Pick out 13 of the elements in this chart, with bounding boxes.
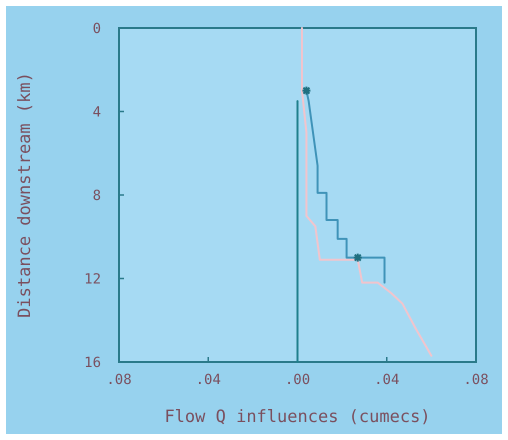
- x-tick-label: .04: [196, 372, 221, 388]
- y-tick-label: 12: [84, 271, 101, 288]
- x-tick-label: .04: [374, 372, 400, 388]
- x-tick-label: .08: [463, 372, 489, 388]
- y-tick-label: 0: [92, 20, 101, 37]
- x-tick-label: .00: [284, 372, 310, 388]
- x-tick-label: .08: [106, 372, 132, 388]
- line-series: [300, 27, 432, 357]
- x-axis-title: Flow Q influences (cumecs): [164, 407, 431, 427]
- y-tick-label: 16: [84, 354, 101, 371]
- y-tick-label: 4: [92, 104, 101, 120]
- y-axis-title: Distance downstream (km): [15, 72, 35, 318]
- y-tick-label: 8: [92, 188, 101, 204]
